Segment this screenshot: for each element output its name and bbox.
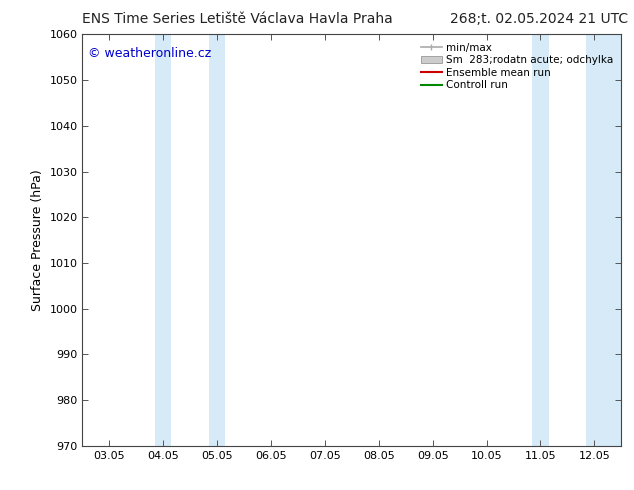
Bar [209, 34, 225, 446]
Bar [586, 34, 621, 446]
Text: 268;t. 02.05.2024 21 UTC: 268;t. 02.05.2024 21 UTC [450, 12, 628, 26]
Y-axis label: Surface Pressure (hPa): Surface Pressure (hPa) [31, 169, 44, 311]
Legend: min/max, Sm  283;rodatn acute; odchylka, Ensemble mean run, Controll run: min/max, Sm 283;rodatn acute; odchylka, … [418, 40, 616, 94]
Bar [155, 34, 171, 446]
Text: ENS Time Series Letiště Václava Havla Praha: ENS Time Series Letiště Václava Havla Pr… [82, 12, 393, 26]
Text: © weatheronline.cz: © weatheronline.cz [87, 47, 211, 60]
Bar [533, 34, 548, 446]
